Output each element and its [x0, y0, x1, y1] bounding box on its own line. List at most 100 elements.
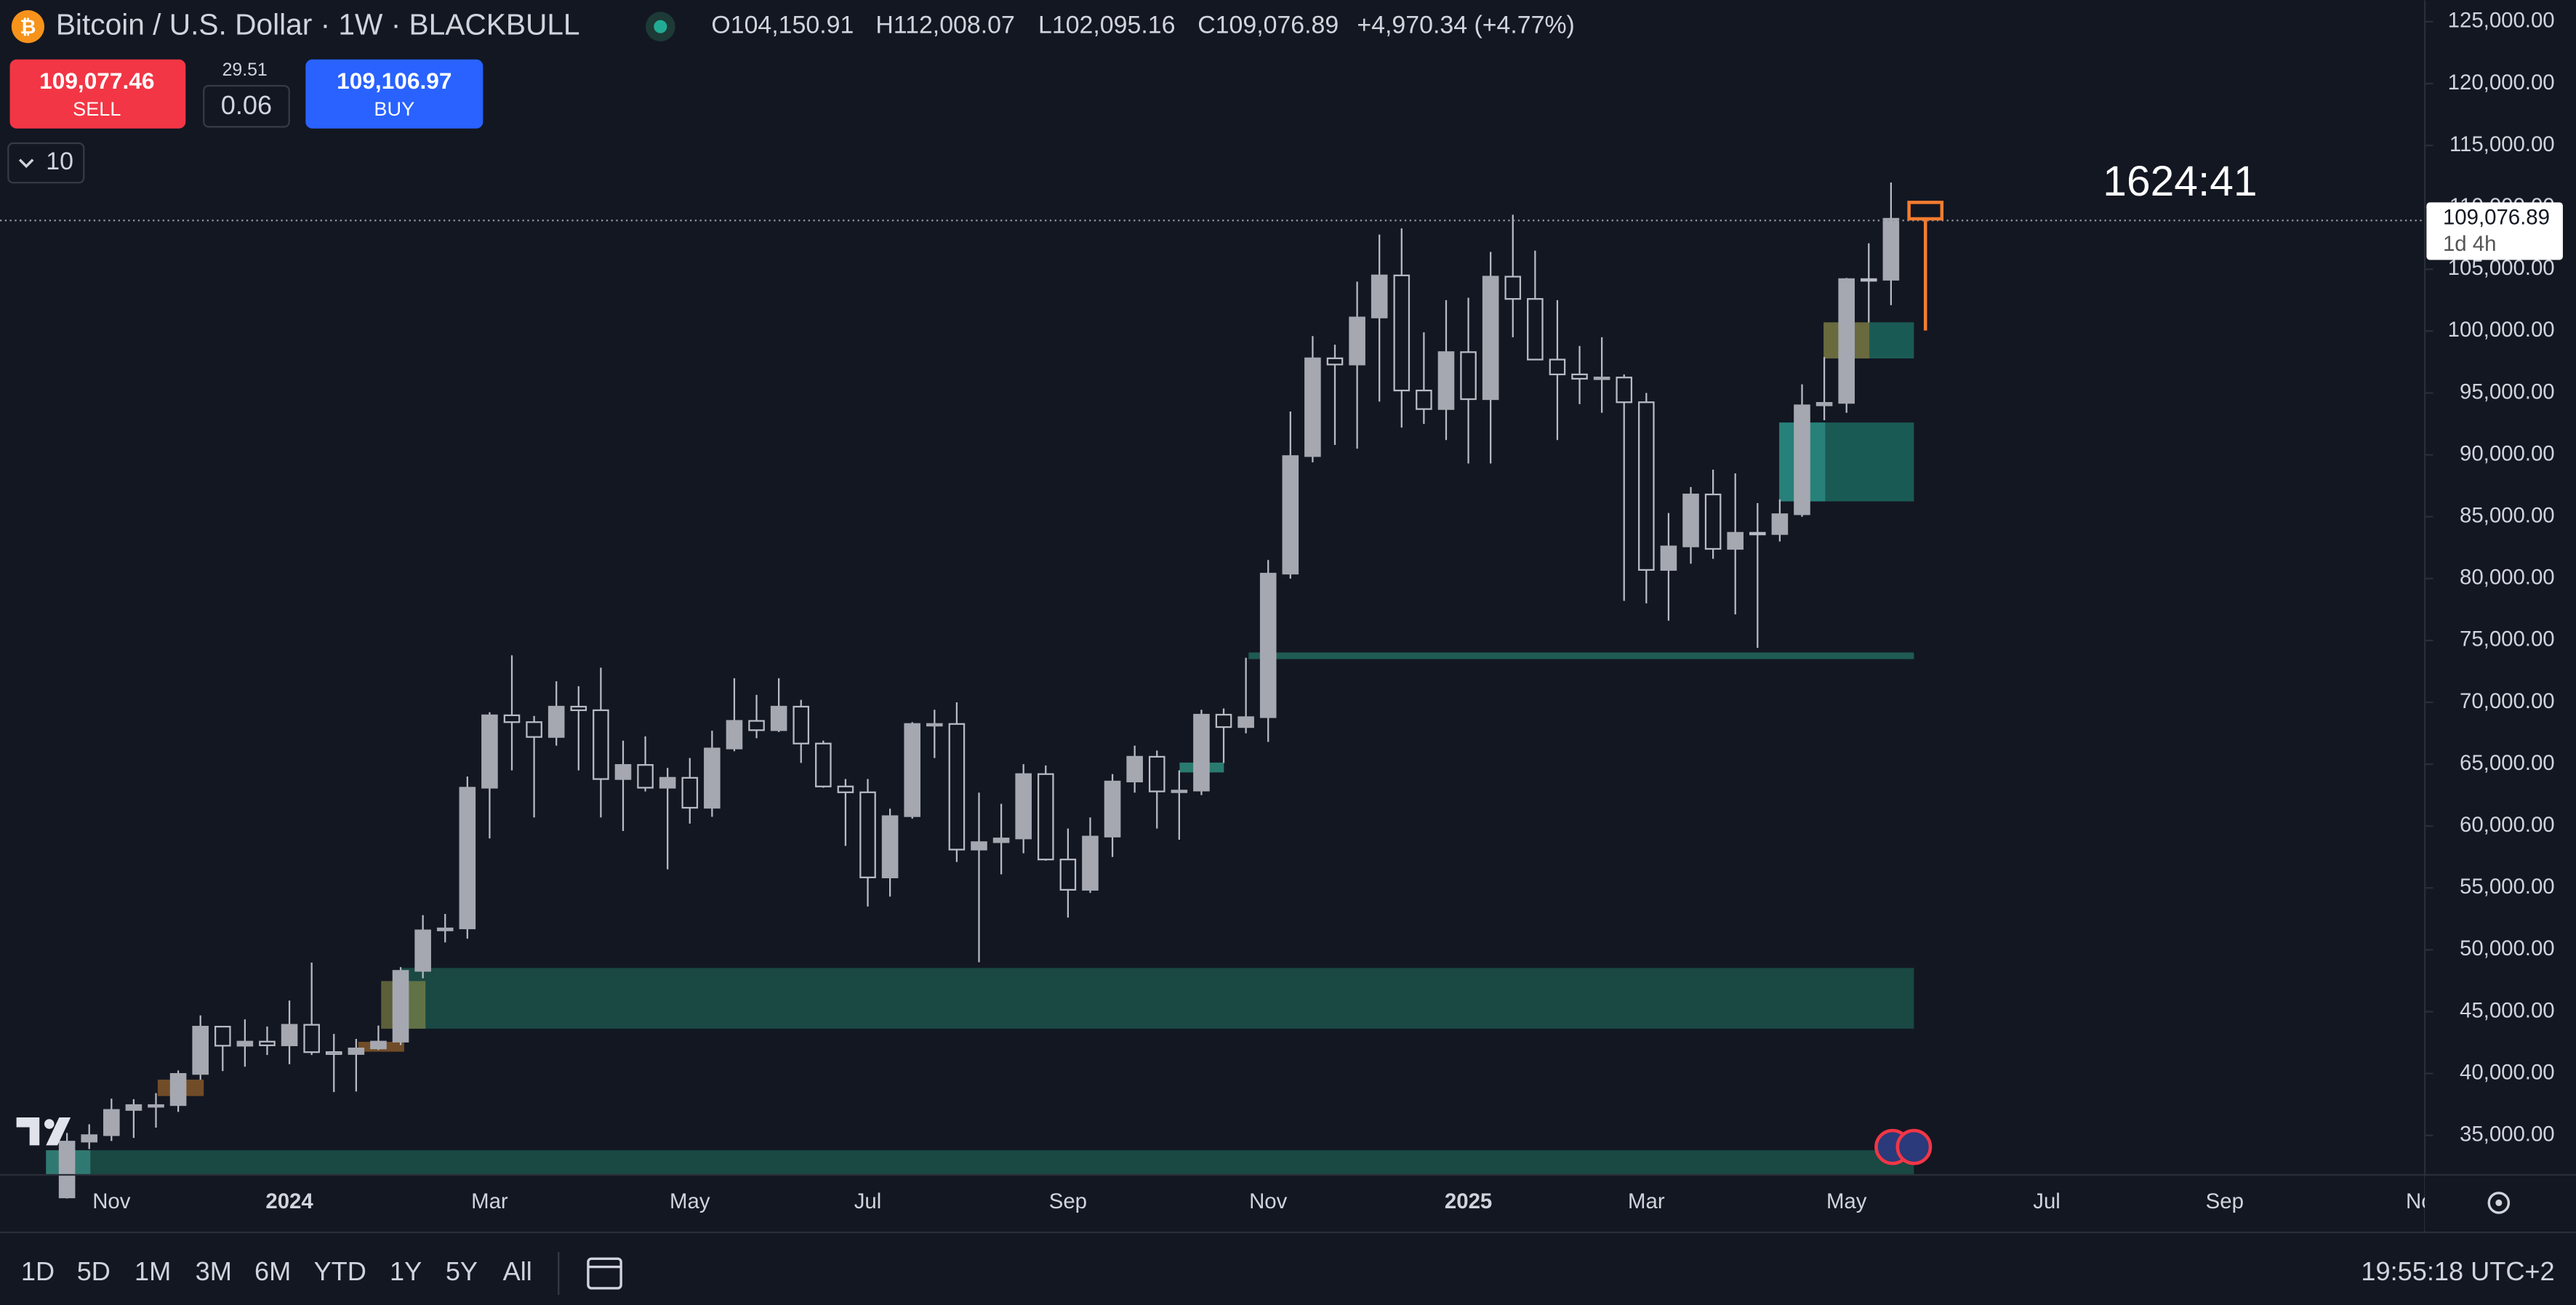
candle-body: [348, 1047, 365, 1055]
coin-icon: [11, 10, 45, 44]
candle-body: [1015, 773, 1032, 840]
ohlc-high: H112,008.07: [875, 12, 1015, 39]
candles: [58, 182, 1900, 1199]
ohlc-low: L102,095.16: [1038, 12, 1175, 39]
candle-body: [770, 705, 787, 731]
candle-body: [681, 776, 699, 809]
y-tick-label: 65,000.00: [2460, 751, 2555, 775]
candle-body: [1571, 373, 1588, 380]
range-button[interactable]: 1Y: [390, 1256, 422, 1286]
y-tick-label: 90,000.00: [2460, 441, 2555, 465]
candle-body: [214, 1026, 231, 1047]
buy-label: BUY: [374, 97, 414, 120]
candle-body: [726, 720, 743, 750]
indicator-toggle[interactable]: [7, 142, 85, 184]
candle-body: [1237, 716, 1254, 728]
event-flags: [1874, 1128, 1933, 1165]
candle-body: [370, 1040, 387, 1050]
indicator-count: 10: [46, 148, 73, 175]
candle-body: [1171, 790, 1188, 793]
candle-body: [1504, 276, 1522, 300]
candle-body: [303, 1024, 320, 1053]
candle-body: [1460, 351, 1477, 401]
candle-body: [1416, 389, 1432, 410]
y-tick-label: 95,000.00: [2460, 380, 2555, 403]
sell-price: 109,077.46: [39, 68, 154, 94]
candle-body: [1304, 357, 1321, 457]
x-tick-label: Mar: [471, 1189, 508, 1213]
candle-body: [1393, 274, 1411, 392]
y-tick-label: 35,000.00: [2460, 1123, 2555, 1147]
drawings: [46, 322, 1914, 1176]
candle-body: [81, 1134, 98, 1143]
y-tick-label: 105,000.00: [2448, 256, 2555, 280]
candle-body: [637, 764, 654, 789]
candle-body: [503, 714, 521, 723]
x-tick-label: 2025: [1445, 1189, 1492, 1213]
candle-body: [1771, 513, 1789, 535]
candle-body: [593, 709, 609, 780]
y-tick-label: 55,000.00: [2460, 875, 2555, 899]
range-button[interactable]: 5Y: [446, 1256, 478, 1286]
range-button[interactable]: 1D: [21, 1256, 55, 1286]
candle-body: [1549, 358, 1566, 376]
candle-body: [148, 1104, 164, 1108]
calendar-icon[interactable]: [587, 1257, 622, 1290]
candle-body: [1815, 402, 1833, 406]
y-tick-label: 50,000.00: [2460, 936, 2555, 960]
range-button[interactable]: 3M: [196, 1256, 232, 1286]
candle-body: [1482, 276, 1499, 401]
quantity-box[interactable]: [203, 84, 290, 128]
candle-body: [169, 1073, 187, 1107]
candle-body: [1638, 401, 1655, 571]
buy-price: 109,106.97: [337, 68, 452, 94]
candle-body: [1593, 377, 1610, 380]
candle-body: [859, 791, 876, 878]
candle-body: [1749, 531, 1766, 536]
candle-body: [481, 714, 498, 789]
candle-body: [459, 787, 476, 930]
candle-body: [1215, 713, 1232, 728]
candle-body: [1682, 493, 1699, 547]
range-button[interactable]: 1M: [135, 1256, 171, 1286]
last-price-box: [2426, 202, 2563, 260]
y-axis: 125,000.00120,000.00115,000.00110,000.00…: [2425, 9, 2555, 1147]
candle-body: [1794, 404, 1810, 515]
candle-body: [1527, 298, 1544, 361]
x-tick-label: Nov: [1249, 1189, 1288, 1213]
ohlc-change: +4,970.34 (+4.77%): [1357, 12, 1574, 39]
candle-body: [125, 1104, 143, 1111]
candle-body: [1126, 755, 1143, 783]
y-tick-label: 120,000.00: [2448, 71, 2555, 95]
candle-body: [414, 929, 431, 972]
y-tick-label: 100,000.00: [2448, 318, 2555, 342]
ohlc-open: O104,150.91: [711, 12, 854, 39]
candle-body: [547, 705, 565, 738]
candle-body: [192, 1026, 209, 1075]
sell-button[interactable]: [9, 59, 186, 129]
range-button[interactable]: YTD: [314, 1256, 366, 1286]
y-tick-label: 60,000.00: [2460, 813, 2555, 837]
y-tick-label: 125,000.00: [2448, 9, 2555, 33]
settings-icon-dot: [2495, 1199, 2503, 1206]
candle-body: [815, 742, 832, 787]
candle-body: [526, 721, 542, 738]
range-button[interactable]: 5D: [77, 1256, 111, 1286]
zone: [401, 968, 1914, 1029]
y-tick-label: 80,000.00: [2460, 566, 2555, 590]
candle-body: [837, 785, 854, 793]
buy-button[interactable]: [305, 59, 483, 129]
y-tick-label: 40,000.00: [2460, 1060, 2555, 1084]
candle-body: [1037, 773, 1054, 861]
range-button[interactable]: All: [503, 1256, 532, 1286]
range-button[interactable]: 6M: [254, 1256, 291, 1286]
tv-logo: [16, 1117, 71, 1146]
x-tick-label: May: [1826, 1189, 1867, 1213]
candle-body: [948, 723, 966, 851]
candle-body: [1282, 455, 1299, 575]
candle-body: [971, 841, 987, 851]
settings-icon[interactable]: [2487, 1192, 2511, 1214]
timer-text: 1624:41: [2103, 158, 2257, 205]
candle-body: [1326, 357, 1344, 366]
